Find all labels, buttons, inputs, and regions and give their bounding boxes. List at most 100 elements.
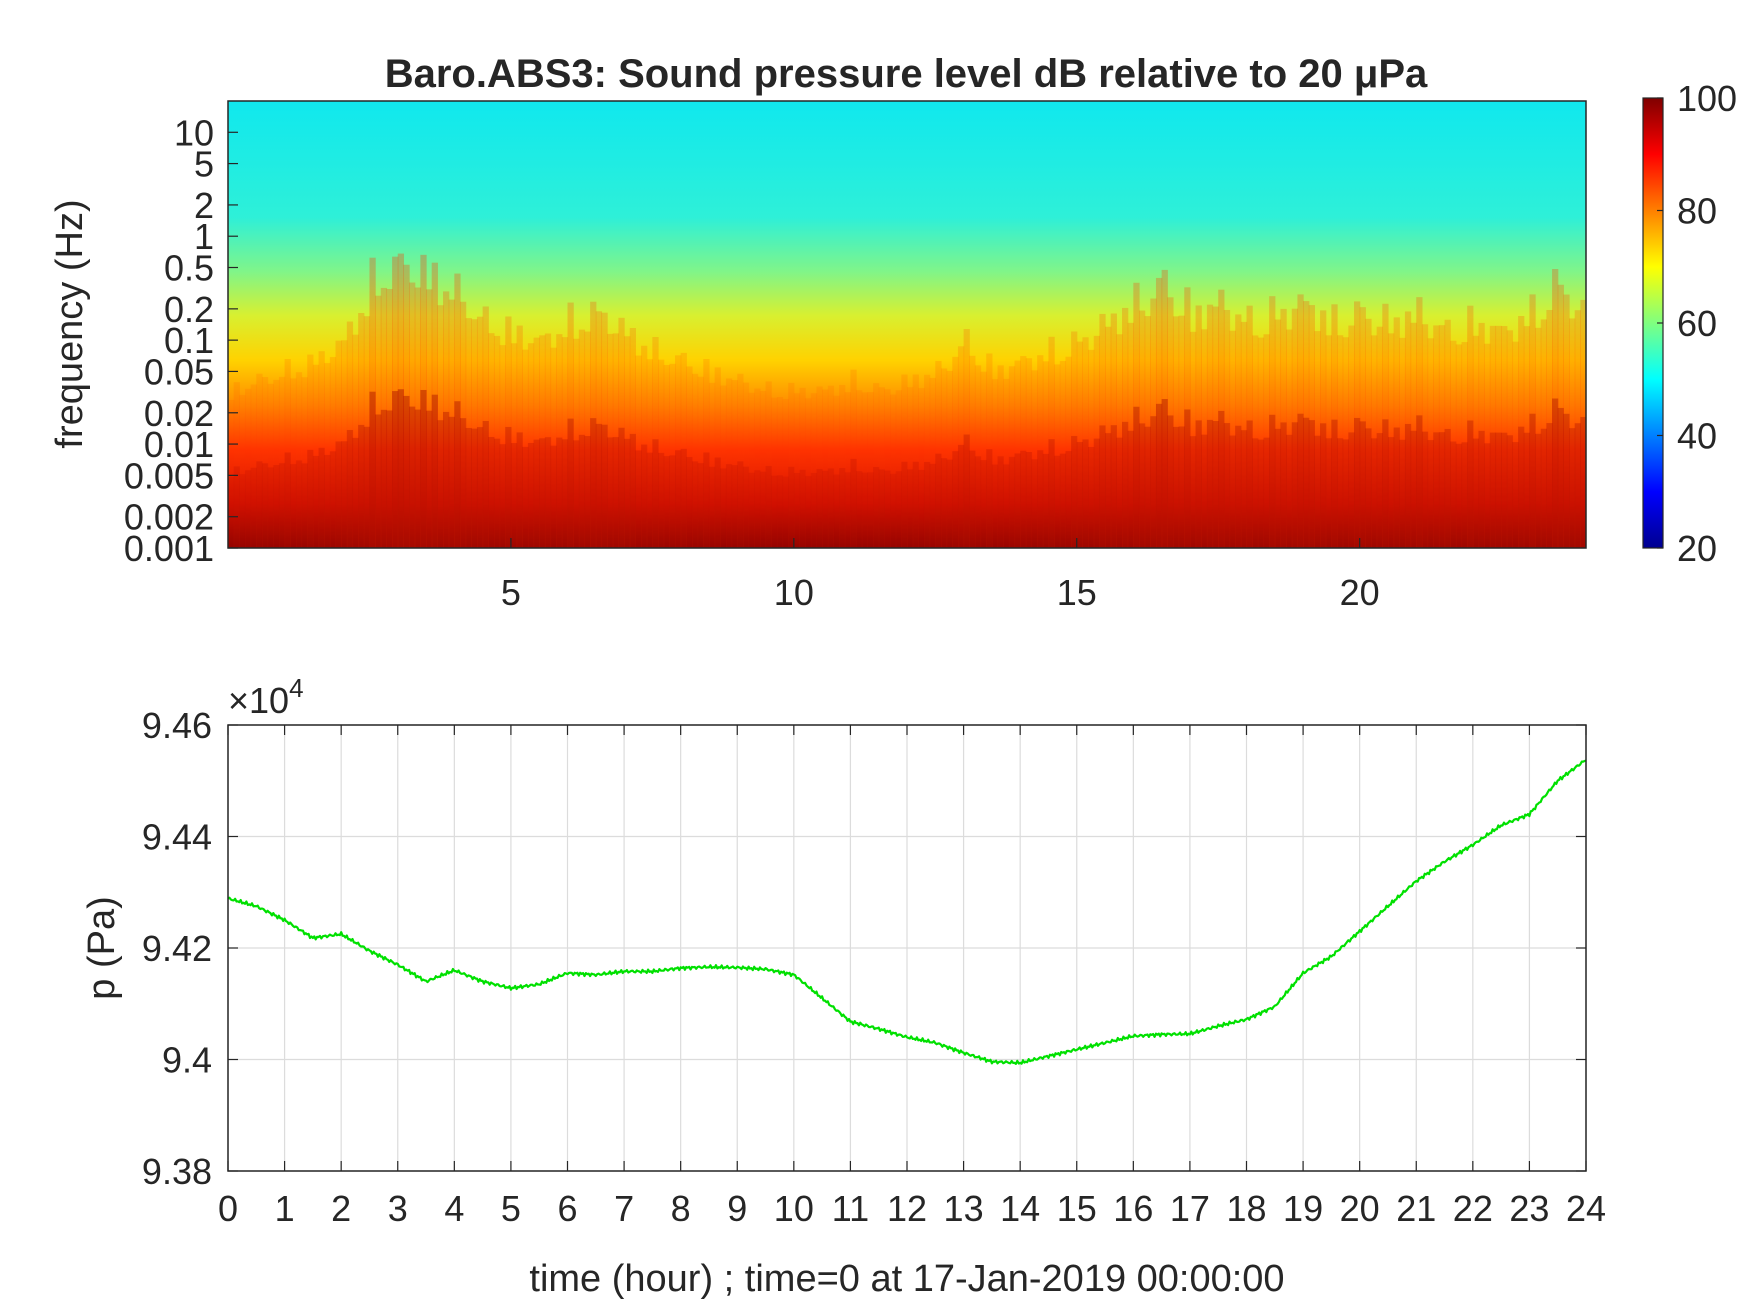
spectrogram-column xyxy=(923,374,931,548)
spectrogram-column xyxy=(1263,334,1270,548)
spectrogram-column xyxy=(641,345,648,548)
spectrogram-column xyxy=(1110,313,1117,548)
spectrogram-column xyxy=(493,335,501,548)
spectrogram-column xyxy=(624,336,631,548)
spectrogram-column-core xyxy=(267,467,274,548)
spectrogram-column xyxy=(1421,324,1429,548)
spectrogram-column-core xyxy=(691,461,699,548)
spectrogram-column-core xyxy=(375,414,382,548)
spectrogram-column-core xyxy=(1178,426,1185,548)
spectrogram-column-core xyxy=(465,427,472,548)
spectrogram-column xyxy=(1450,340,1457,548)
spectrogram-column-core xyxy=(1110,425,1117,548)
pressure-x-tick-label: 9 xyxy=(727,1188,747,1229)
spectrogram-column xyxy=(1472,335,1480,548)
spectrogram-column xyxy=(261,376,269,548)
spectrogram-column xyxy=(1088,349,1095,548)
spectrogram-column-core xyxy=(261,463,269,548)
spectrogram-column-core xyxy=(1076,442,1084,548)
pressure-x-tick-label: 14 xyxy=(1000,1188,1040,1229)
pressure-x-tick-label: 2 xyxy=(331,1188,351,1229)
spectrogram-column-core xyxy=(923,461,931,548)
spectrogram-column xyxy=(392,256,399,548)
spectrogram-column-core xyxy=(1580,417,1586,548)
spectrogram-column-core xyxy=(952,451,959,548)
spectrogram-column-core xyxy=(940,458,948,548)
spectrogram-column xyxy=(1404,311,1412,548)
spectrogram-column xyxy=(1359,307,1366,548)
spectrogram-column-core xyxy=(844,472,852,548)
spectrogram-column-core xyxy=(867,472,874,548)
spectrogram-column xyxy=(1348,325,1355,548)
spectrogram-column-core xyxy=(1314,435,1321,548)
spectrogram-column xyxy=(1297,294,1304,548)
pressure-y-tick-label: 9.4 xyxy=(162,1040,212,1081)
pressure-x-tick-label: 8 xyxy=(671,1188,691,1229)
spectrogram-column-core xyxy=(935,453,942,548)
spectrogram-column xyxy=(375,295,382,548)
spectrogram-column xyxy=(312,364,320,548)
spectrogram-column xyxy=(618,317,625,548)
spectrogram-column-core xyxy=(1359,421,1366,548)
spectrogram-column xyxy=(1535,327,1542,548)
pressure-y-tick-label: 9.44 xyxy=(142,817,212,858)
spectrogram-y-tick-label: 1 xyxy=(194,216,214,257)
spectrogram-column-core xyxy=(1274,428,1282,548)
spectrogram-column-core xyxy=(1099,425,1106,548)
spectrogram-column xyxy=(363,316,371,548)
spectrogram-column xyxy=(1399,337,1406,548)
spectrogram-column xyxy=(1246,305,1253,548)
spectrogram-column xyxy=(403,264,410,548)
spectrogram-column xyxy=(1212,306,1219,548)
spectrogram-column-core xyxy=(239,474,246,548)
spectrogram-column-core xyxy=(1489,432,1497,548)
spectrogram-column xyxy=(1416,297,1423,548)
exponent-base: ×10 xyxy=(228,680,289,721)
spectrogram-column xyxy=(912,374,919,548)
spectrogram-column xyxy=(793,393,801,548)
spectrogram-column-core xyxy=(997,456,1004,548)
spectrogram-column xyxy=(471,319,478,548)
spectrogram-column-core xyxy=(856,471,863,548)
colorbar-ticks: 20 40 60 80 100 xyxy=(1657,78,1737,569)
spectrogram-column xyxy=(1410,322,1417,548)
spectrogram-column xyxy=(957,346,965,548)
spectrogram-column-core xyxy=(680,448,687,548)
spectrogram-column xyxy=(1144,316,1151,548)
spectrogram-column xyxy=(1076,341,1084,548)
spectrogram-column-core xyxy=(1235,425,1242,548)
spectrogram-column xyxy=(1546,309,1553,548)
spectrogram-column-core xyxy=(1461,442,1468,548)
spectrogram-column xyxy=(1337,335,1344,548)
spectrogram-column-core xyxy=(380,409,388,548)
spectrogram-column xyxy=(663,365,670,548)
spectrogram-column xyxy=(986,353,993,548)
spectrogram-y-tick-label: 10 xyxy=(174,112,214,153)
spectrogram-column-core xyxy=(1031,459,1038,548)
pressure-x-tick-label: 1 xyxy=(275,1188,295,1229)
spectrogram-column xyxy=(754,388,761,548)
spectrogram-column xyxy=(595,311,603,548)
spectrogram-column-core xyxy=(1257,439,1265,548)
spectrogram-column-core xyxy=(567,418,574,548)
pressure-x-tick-label: 23 xyxy=(1509,1188,1549,1229)
spectrogram-column xyxy=(822,389,829,548)
spectrogram-column xyxy=(397,253,405,548)
spectrogram-column-core xyxy=(675,450,682,548)
spectrogram-column-core xyxy=(669,455,676,548)
pressure-x-tick-label: 4 xyxy=(444,1188,464,1229)
spectrogram-column-core xyxy=(720,468,727,548)
spectrogram-column-core xyxy=(584,436,591,548)
spectrogram-column xyxy=(505,316,512,548)
spectrogram-column xyxy=(1223,309,1231,548)
spectrogram-column xyxy=(1455,344,1463,548)
spectrogram-column xyxy=(533,337,540,548)
spectrogram-column xyxy=(901,374,908,548)
spectrogram-column xyxy=(1569,318,1576,548)
spectrogram-y-tick-label: 0.02 xyxy=(144,393,214,434)
spectrogram-column xyxy=(1155,277,1163,548)
spectrogram-column-core xyxy=(1252,438,1259,548)
spectrogram-column-core xyxy=(663,456,670,548)
spectrogram-column-core xyxy=(1269,414,1276,548)
spectrogram-column-core xyxy=(635,450,642,548)
